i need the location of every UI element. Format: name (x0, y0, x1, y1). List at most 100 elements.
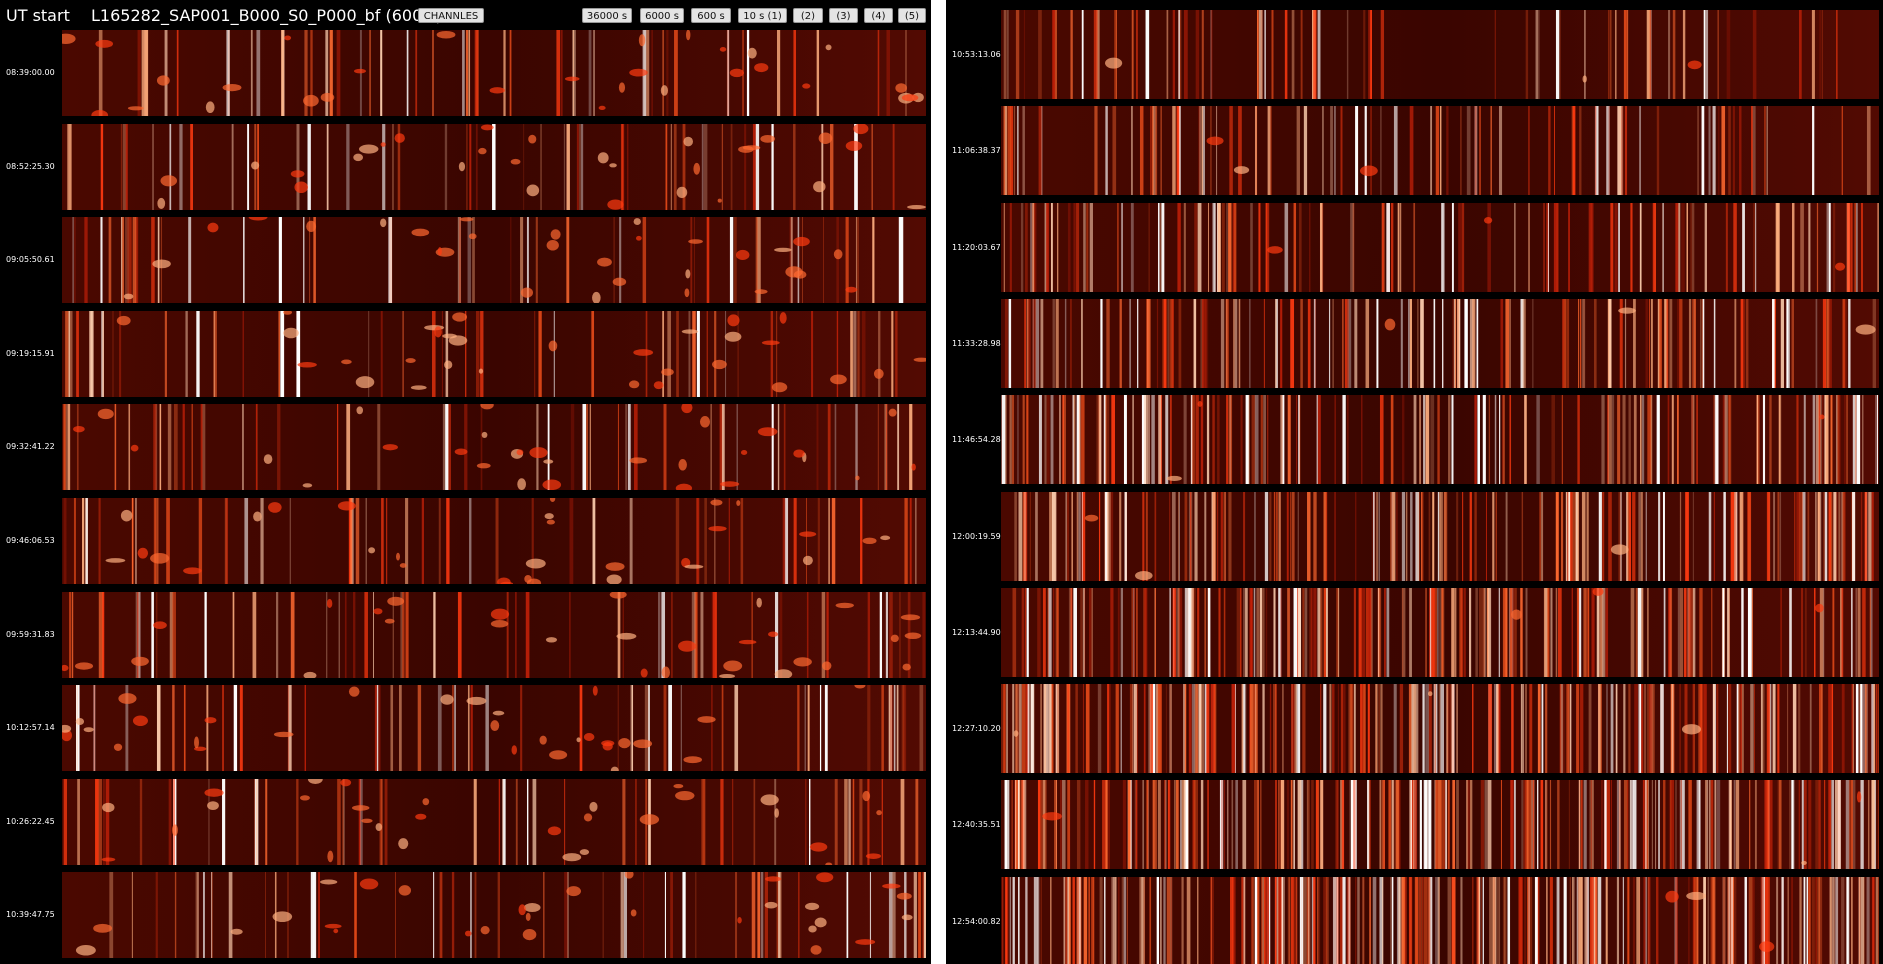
rfi-streak (476, 311, 480, 397)
burst-feature (607, 199, 623, 209)
rfi-streak (1041, 106, 1042, 195)
rfi-streak (1715, 395, 1718, 484)
rfi-streak (1088, 877, 1090, 964)
burst-feature (444, 360, 452, 368)
rfi-streak (1607, 684, 1608, 773)
rfi-streak (1582, 780, 1583, 869)
rfi-streak (1718, 10, 1719, 99)
channels-button[interactable]: CHANNLES (418, 8, 484, 23)
rfi-streak (1616, 684, 1618, 773)
rfi-streak (1323, 684, 1326, 773)
burst-feature (598, 152, 609, 163)
rfi-streak (1729, 780, 1732, 869)
rfi-streak (1255, 106, 1257, 195)
time-scale-button[interactable]: (3) (829, 8, 858, 23)
dynamic-spectrum (62, 685, 926, 771)
rfi-streak (1787, 684, 1788, 773)
rfi-streak (510, 30, 512, 116)
rfi-streak (1611, 684, 1614, 773)
burst-feature (284, 35, 291, 40)
rfi-streak (1294, 877, 1297, 964)
rfi-streak (1709, 780, 1711, 869)
rfi-streak (381, 779, 383, 865)
rfi-streak (1409, 684, 1412, 773)
rfi-streak (1430, 106, 1432, 195)
rfi-streak (1365, 106, 1367, 195)
rfi-streak (1172, 106, 1175, 195)
rfi-streak (1402, 492, 1405, 581)
rfi-streak (1170, 299, 1173, 388)
rfi-streak (1693, 492, 1694, 581)
rfi-streak (1298, 588, 1301, 677)
burst-feature (102, 857, 116, 861)
rfi-streak (184, 685, 186, 771)
rfi-streak (1023, 780, 1026, 869)
rfi-streak (1439, 588, 1441, 677)
time-scale-button[interactable]: 10 s (1) (738, 8, 787, 23)
rfi-streak (1149, 877, 1151, 964)
rfi-streak (1066, 877, 1067, 964)
rfi-streak (1199, 106, 1201, 195)
rfi-streak (1440, 684, 1444, 773)
rfi-streak (1776, 203, 1779, 292)
rfi-streak (1021, 203, 1023, 292)
burst-feature (802, 83, 810, 88)
rfi-streak (1680, 492, 1681, 581)
rfi-streak (1394, 106, 1398, 195)
rfi-streak (1792, 203, 1794, 292)
rfi-streak (1313, 10, 1316, 99)
rfi-streak (1852, 492, 1855, 581)
rfi-streak (377, 685, 378, 771)
rfi-streak (1256, 588, 1259, 677)
rfi-streak (1094, 780, 1095, 869)
rfi-streak (1685, 492, 1689, 581)
rfi-streak (727, 30, 729, 116)
rfi-streak (1636, 588, 1638, 677)
burst-feature (880, 536, 890, 541)
rfi-streak (1472, 877, 1474, 964)
rfi-streak (1629, 492, 1631, 581)
time-scale-button[interactable]: (2) (793, 8, 823, 23)
rfi-streak (1830, 877, 1832, 964)
time-scale-button[interactable]: (5) (898, 8, 926, 23)
rfi-streak (1079, 395, 1081, 484)
rfi-streak (403, 311, 404, 397)
rfi-streak (1046, 203, 1049, 292)
rfi-streak (1434, 299, 1436, 388)
time-scale-button[interactable]: 36000 s (582, 8, 632, 23)
rfi-streak (1118, 877, 1119, 964)
rfi-streak (835, 404, 837, 490)
rfi-streak (1320, 780, 1323, 869)
time-scale-button[interactable]: 6000 s (640, 8, 684, 23)
rfi-streak (1773, 492, 1775, 581)
burst-feature (685, 289, 690, 298)
rfi-streak (886, 592, 888, 678)
burst-feature (589, 802, 597, 812)
rfi-streak (179, 124, 182, 210)
rfi-streak (725, 311, 726, 397)
rfi-streak (1368, 780, 1370, 869)
burst-feature (527, 184, 540, 196)
rfi-streak (1228, 492, 1232, 581)
ut-start-label: 11:33:28.98 (946, 339, 1004, 348)
rfi-streak (1836, 395, 1837, 484)
burst-feature (131, 445, 139, 452)
rfi-streak (439, 498, 441, 584)
rfi-streak (1347, 395, 1348, 484)
rfi-streak (1554, 203, 1558, 292)
rfi-streak (1456, 492, 1458, 581)
rfi-streak (1541, 780, 1544, 869)
rfi-streak (1663, 492, 1665, 581)
rfi-streak (1862, 395, 1863, 484)
time-scale-button[interactable]: 600 s (691, 8, 731, 23)
rfi-streak (915, 779, 918, 865)
rfi-streak (1627, 10, 1628, 99)
rfi-streak (1780, 588, 1781, 677)
burst-feature (356, 407, 363, 415)
burst-feature (274, 732, 294, 737)
rfi-streak (109, 872, 113, 958)
burst-feature (102, 803, 114, 812)
rfi-streak (1659, 299, 1662, 388)
rfi-streak (1477, 395, 1480, 484)
time-scale-button[interactable]: (4) (864, 8, 893, 23)
